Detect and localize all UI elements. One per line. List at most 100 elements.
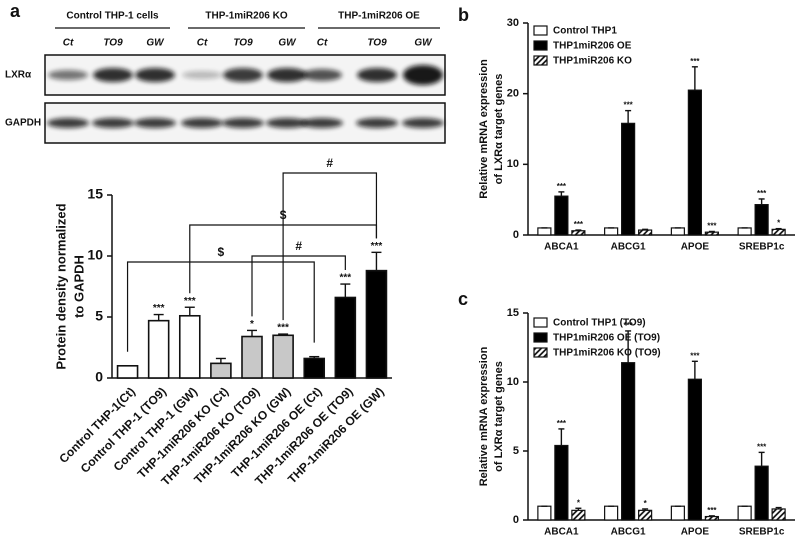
error-bar [340,283,351,298]
bar [554,444,569,521]
significance: *** [371,241,383,252]
x-tick-label: ABCG1 [611,527,646,538]
blot-band [92,118,134,128]
bar [537,227,552,236]
y-tick-label: 0 [513,229,519,241]
blot-row-label: LXRα [5,70,32,81]
bar [737,227,752,236]
error-bar [371,251,382,271]
legend-swatch [533,347,548,358]
significance: *** [557,419,567,428]
significance: * [644,499,648,508]
bar [704,231,719,236]
bar [365,269,388,379]
x-tick-label: SREBP1c [739,242,785,253]
bar [771,508,786,521]
legend-label: THP1miR206 OE (TO9) [553,333,660,344]
blot-band [223,68,263,82]
blot-band [266,118,308,128]
x-tick-label: ABCA1 [544,242,579,253]
lane-label: TO9 [233,38,253,49]
legend-entry: Control THP1 [533,25,617,37]
y-tick-label: 0 [513,514,519,526]
y-axis-label: to GAPDH [71,255,86,318]
bar [638,509,653,521]
error-bar [708,515,715,517]
x-tick-label: APOE [681,242,710,253]
legend-entry: THP1miR206 KO (TO9) [533,347,661,359]
bar [670,227,685,236]
error-bar [309,355,320,359]
error-bar [691,360,698,380]
panel-label: b [458,5,469,25]
significance: *** [277,323,289,334]
y-tick-label: 15 [507,307,519,319]
x-tick-label: ABCG1 [611,242,646,253]
bracket: $ [126,245,315,352]
bar [754,204,769,236]
bar [178,314,201,379]
x-tick-label: SREBP1c [739,527,785,538]
error-bar [215,357,226,364]
bar [670,505,685,521]
bar [334,296,357,379]
bracket-label: # [326,156,333,170]
y-tick-label: 30 [507,17,519,29]
legend-swatch [533,317,548,328]
error-bar [625,330,632,363]
bar [241,335,263,379]
bracket-line [126,261,315,352]
blot-band [93,68,133,82]
bar [621,122,636,236]
blot-group-label: THP-1miR206 KO [205,11,287,22]
error-bar [708,230,715,233]
legend-entry: Control THP1 (TO9) [533,317,646,329]
error-bar [758,451,765,467]
y-axis-label: Protein density normalized [53,203,68,369]
blot-band [267,68,307,82]
bar [303,357,326,379]
lane-label: Ct [63,38,74,49]
y-tick-label: 15 [87,186,103,202]
significance: *** [623,101,633,110]
y-tick-label: 0 [95,369,103,385]
legend-label: Control THP1 (TO9) [553,318,646,329]
y-tick-label: 5 [513,445,519,457]
blot-band [403,65,443,85]
y-axis-label: of LXRα target genes [493,74,505,185]
lane-label: Ct [317,38,328,49]
bar [147,319,170,379]
bar [554,195,569,236]
legend-swatch [533,40,548,51]
y-axis-label: Relative mRNA expression [478,59,490,199]
significance: *** [153,303,165,314]
bar [571,230,586,236]
legend-swatch [533,25,548,36]
legend-swatch [533,332,548,343]
lane-label: TO9 [367,38,387,49]
lane-label: Ct [197,38,208,49]
y-axis-label: Relative mRNA expression [478,346,490,486]
error-bar [184,306,195,316]
significance: *** [623,321,633,330]
blot-band [301,118,343,128]
bar [771,228,786,236]
blot-band [222,118,264,128]
blot-band [357,68,397,82]
blot-band [135,68,175,82]
error-bar [247,329,257,337]
error-bar [278,333,289,336]
bar [571,509,586,521]
significance: *** [557,182,567,191]
lane-label: TO9 [103,38,123,49]
y-axis-label: of LXRα target genes [493,361,505,472]
lane-label: GW [146,38,165,49]
blot-band [356,118,398,128]
bracket-line [282,172,378,321]
blot-band [402,118,444,128]
error-bar [575,507,582,511]
blot-row-label: GAPDH [5,118,41,129]
blot-group-label: Control THP-1 cells [66,11,159,22]
bracket: # [282,156,378,321]
